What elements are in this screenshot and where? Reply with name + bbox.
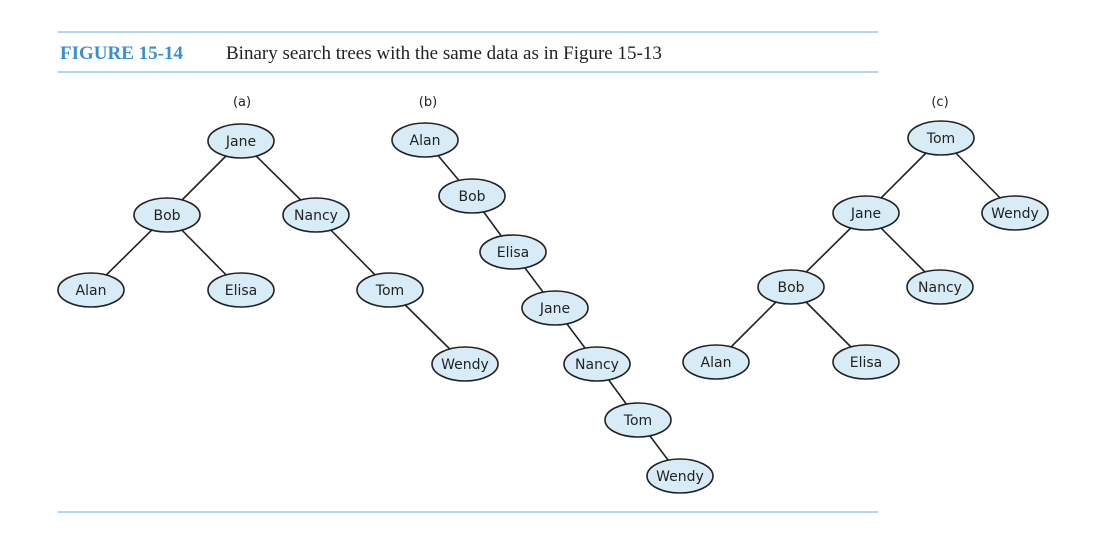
node-label: Nancy bbox=[575, 357, 619, 373]
node-label: Alan bbox=[701, 355, 732, 371]
node-label: Bob bbox=[153, 208, 180, 224]
node bbox=[207, 272, 275, 308]
node-label: Nancy bbox=[918, 280, 962, 296]
node-label: Jane bbox=[225, 134, 256, 150]
node-label: Elisa bbox=[850, 355, 883, 371]
node bbox=[906, 269, 974, 305]
node bbox=[479, 234, 547, 270]
node-label: Jane bbox=[539, 301, 570, 317]
node bbox=[431, 346, 499, 382]
node-label: Wendy bbox=[656, 469, 704, 485]
node-label: Jane bbox=[850, 206, 881, 222]
tree-label: (b) bbox=[419, 95, 437, 110]
node-label: Tom bbox=[375, 283, 404, 299]
node bbox=[832, 195, 900, 231]
node bbox=[438, 178, 506, 214]
node bbox=[832, 344, 900, 380]
node bbox=[57, 272, 125, 308]
node-label: Alan bbox=[410, 133, 441, 149]
node-label: Nancy bbox=[294, 208, 338, 224]
node bbox=[604, 402, 672, 438]
node-label: Tom bbox=[623, 413, 652, 429]
node-label: Wendy bbox=[441, 357, 489, 373]
node-label: Bob bbox=[777, 280, 804, 296]
node-label: Bob bbox=[458, 189, 485, 205]
node-label: Tom bbox=[926, 131, 955, 147]
node bbox=[757, 269, 825, 305]
node bbox=[282, 197, 350, 233]
node-label: Wendy bbox=[991, 206, 1039, 222]
node-label: Elisa bbox=[225, 283, 258, 299]
node-label: Elisa bbox=[497, 245, 530, 261]
node bbox=[682, 344, 750, 380]
figure-caption: Binary search trees with the same data a… bbox=[226, 43, 662, 64]
node bbox=[133, 197, 201, 233]
node bbox=[207, 123, 275, 159]
node bbox=[356, 272, 424, 308]
tree-label: (c) bbox=[931, 95, 948, 110]
figure-label: FIGURE 15-14 bbox=[60, 43, 183, 64]
node bbox=[907, 120, 975, 156]
node bbox=[563, 346, 631, 382]
node-label: Alan bbox=[76, 283, 107, 299]
node bbox=[521, 290, 589, 326]
node bbox=[391, 122, 459, 158]
tree-label: (a) bbox=[233, 95, 251, 110]
node bbox=[646, 458, 714, 494]
node bbox=[981, 195, 1049, 231]
